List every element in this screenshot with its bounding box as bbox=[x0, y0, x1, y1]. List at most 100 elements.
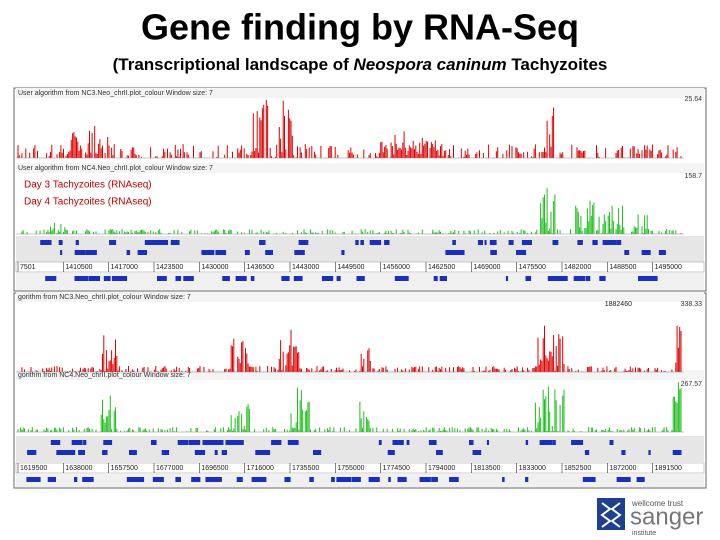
gene-feature bbox=[472, 450, 482, 455]
slide-subtitle: (Transcriptional landscape of Neospora c… bbox=[113, 55, 608, 74]
gene-feature bbox=[60, 250, 63, 255]
gene-feature bbox=[638, 276, 650, 281]
gene-feature bbox=[621, 450, 626, 455]
gene-feature bbox=[622, 477, 631, 482]
gene-feature bbox=[152, 477, 164, 482]
gene-feature bbox=[206, 477, 215, 482]
ruler-label: 1619500 bbox=[20, 465, 47, 472]
gene-feature bbox=[126, 250, 131, 255]
gene-feature bbox=[215, 477, 222, 482]
ruler bbox=[15, 462, 705, 474]
ruler-label: 1469000 bbox=[473, 264, 500, 271]
gene-feature bbox=[175, 276, 182, 281]
gene-feature bbox=[331, 477, 335, 482]
gene-feature bbox=[432, 440, 435, 445]
ruler-label: 1872000 bbox=[609, 465, 636, 472]
ruler-label: 1735500 bbox=[292, 465, 319, 472]
gene-feature bbox=[525, 276, 532, 281]
gene-feature bbox=[201, 250, 207, 255]
gene-feature bbox=[521, 240, 532, 245]
coverage-plot bbox=[21, 325, 682, 372]
caption-bar bbox=[16, 370, 704, 380]
gene-feature bbox=[214, 450, 218, 455]
feature-row bbox=[16, 273, 704, 290]
gene-feature bbox=[360, 240, 364, 245]
gene-feature bbox=[658, 250, 666, 255]
gene-feature bbox=[63, 450, 76, 455]
logo-line2: sanger bbox=[630, 503, 703, 530]
subtitle-text: (Transcriptional landscape of bbox=[113, 55, 350, 74]
gene-feature bbox=[45, 276, 57, 281]
caption-bar bbox=[16, 88, 704, 98]
gene-feature bbox=[232, 440, 244, 445]
gene-feature bbox=[203, 250, 215, 255]
gene-feature bbox=[672, 450, 682, 455]
gene-feature bbox=[221, 450, 227, 455]
gene-feature bbox=[516, 250, 527, 255]
gene-feature bbox=[259, 240, 266, 245]
ruler-label: 1436500 bbox=[247, 264, 274, 271]
gene-feature bbox=[648, 450, 651, 455]
gene-feature bbox=[49, 477, 56, 482]
logo-line3: institute bbox=[632, 530, 656, 537]
gene-feature bbox=[636, 477, 645, 482]
gene-feature bbox=[287, 440, 299, 445]
gene-feature bbox=[313, 450, 322, 455]
gene-feature bbox=[191, 477, 201, 482]
logo-icon bbox=[597, 498, 625, 530]
legend-entry: Day 4 Tachyzoites (RNAseq) bbox=[24, 197, 152, 208]
gene-feature bbox=[577, 240, 583, 245]
gene-feature bbox=[175, 477, 181, 482]
gene-feature bbox=[525, 440, 529, 445]
ruler-label: 1430000 bbox=[201, 264, 228, 271]
gene-feature bbox=[469, 440, 474, 445]
gene-feature bbox=[151, 440, 157, 445]
gene-feature bbox=[583, 477, 596, 482]
gene-feature bbox=[225, 440, 237, 445]
ruler-label: 1488500 bbox=[609, 264, 636, 271]
gene-feature bbox=[264, 450, 271, 455]
gene-feature bbox=[539, 440, 551, 445]
gene-feature bbox=[103, 440, 113, 445]
gene-feature bbox=[71, 440, 83, 445]
gene-feature bbox=[183, 276, 194, 281]
track-caption: gorithm from NC4.Neo_chrII.plot_colour W… bbox=[18, 372, 191, 379]
gene-feature bbox=[508, 240, 514, 245]
caption-bar bbox=[16, 292, 704, 302]
gene-feature bbox=[624, 250, 630, 255]
gene-feature bbox=[616, 240, 622, 245]
gene-feature bbox=[325, 276, 330, 281]
gene-feature bbox=[341, 250, 345, 255]
gene-feature bbox=[436, 450, 443, 455]
gene-feature bbox=[336, 477, 344, 482]
ruler-label: 1410500 bbox=[65, 264, 92, 271]
gene-feature bbox=[558, 276, 567, 281]
gene-feature bbox=[255, 450, 267, 455]
gene-feature bbox=[265, 250, 273, 255]
gene-feature bbox=[609, 440, 614, 445]
gene-feature bbox=[336, 276, 341, 281]
gene-feature bbox=[342, 477, 352, 482]
gene-feature bbox=[109, 240, 117, 245]
ruler-label: 1677000 bbox=[156, 465, 183, 472]
ruler-label: 1495000 bbox=[655, 264, 682, 271]
gene-feature bbox=[397, 477, 407, 482]
gene-feature bbox=[406, 440, 410, 445]
gene-feature bbox=[194, 450, 206, 455]
gene-feature bbox=[88, 276, 91, 281]
gene-feature bbox=[272, 440, 282, 445]
ruler-label: 1657500 bbox=[111, 465, 138, 472]
gene-feature bbox=[646, 276, 658, 281]
gene-feature bbox=[445, 250, 458, 255]
gene-feature bbox=[284, 477, 291, 482]
gene-feature bbox=[552, 240, 559, 245]
slide-title: Gene finding by RNA-Seq bbox=[141, 7, 579, 48]
gene-feature bbox=[309, 477, 314, 482]
gene-feature bbox=[103, 276, 111, 281]
coverage-plot bbox=[17, 99, 682, 158]
feature-row bbox=[16, 236, 704, 262]
position-label: 1882460 bbox=[605, 301, 632, 308]
gene-feature bbox=[158, 240, 168, 245]
